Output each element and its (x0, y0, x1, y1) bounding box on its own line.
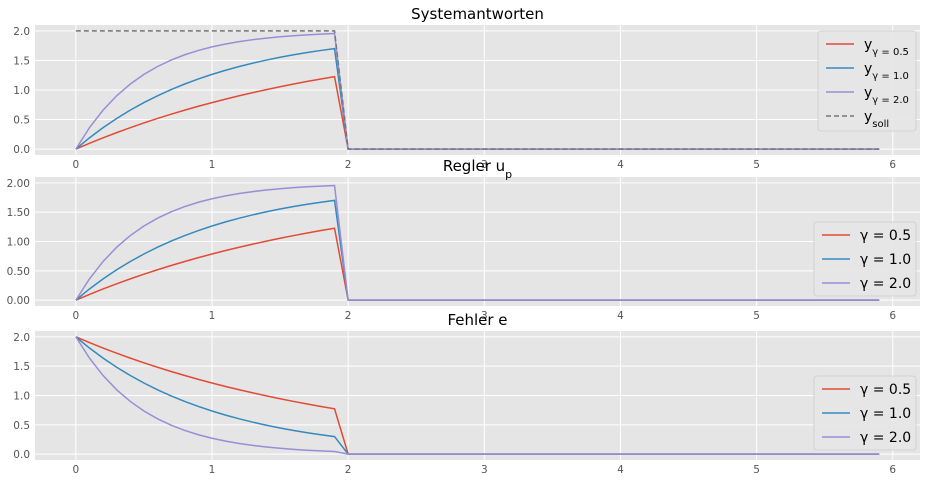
y-tick-label: 2.0 (13, 332, 30, 344)
x-tick-label: 0 (73, 464, 80, 476)
x-tick-label: 4 (617, 310, 624, 322)
y-tick-label: 0.5 (13, 420, 30, 432)
y-tick-label: 1.5 (13, 361, 30, 373)
y-tick-label: 1.5 (13, 55, 30, 67)
legend: γ = 0.5 γ = 1.0 γ = 2.0 (813, 375, 917, 451)
legend-label: γ = 0.5 (860, 382, 911, 398)
x-tick-label: 3 (481, 159, 488, 171)
x-tick-label: 5 (753, 159, 760, 171)
x-tick-label: 6 (889, 310, 896, 322)
x-tick-label: 4 (617, 464, 624, 476)
x-tick-label: 5 (753, 310, 760, 322)
y-tick-label: 2.00 (7, 178, 30, 190)
x-tick-label: 3 (481, 310, 488, 322)
y-tick-label: 1.50 (7, 207, 30, 219)
x-tick-label: 0 (73, 159, 80, 171)
y-tick-label: 2.0 (13, 26, 30, 38)
panel-1: 0 1 2 3 4 5 6 0.0 0.5 1.0 1.5 2.0 Systemantworten yγ … (13, 5, 920, 171)
x-tick-label: 4 (617, 159, 624, 171)
y-tick-label: 1.0 (13, 391, 30, 403)
y-tick-label: 0.50 (7, 266, 30, 278)
legend: γ = 0.5 γ = 1.0 γ = 2.0 (813, 221, 917, 297)
chart-title: Regler up (443, 157, 512, 181)
legend-frame (813, 375, 917, 451)
y-tick-label: 0.0 (13, 449, 30, 461)
x-tick-label: 1 (209, 310, 216, 322)
series-line-3 (75, 336, 880, 455)
legend-frame (813, 221, 917, 297)
legend-label: γ = 1.0 (860, 252, 911, 268)
x-tick-label: 2 (345, 464, 352, 476)
legend-label: γ = 1.0 (860, 406, 911, 422)
y-tick-label: 0.00 (7, 295, 30, 307)
x-tick-label: 5 (753, 464, 760, 476)
x-tick-label: 0 (73, 310, 80, 322)
panel-2: 0 1 2 3 4 5 6 0.00 0.50 1.00 1.50 2.00 Regler up γ = … (7, 157, 920, 322)
y-tick-label: 1.0 (13, 85, 30, 97)
x-tick-label: 6 (889, 159, 896, 171)
legend-label: γ = 0.5 (860, 228, 911, 244)
y-tick-label: 1.00 (7, 237, 30, 249)
legend-label: γ = 2.0 (860, 430, 911, 446)
x-tick-label: 1 (209, 159, 216, 171)
series-line-4 (75, 30, 880, 150)
legend-frame (817, 30, 917, 132)
series-line-3 (75, 184, 880, 301)
x-tick-label: 1 (209, 464, 216, 476)
x-tick-label: 2 (345, 159, 352, 171)
y-tick-label: 0.5 (13, 115, 30, 127)
x-tick-label: 3 (481, 464, 488, 476)
chart-title: Fehler e (447, 311, 507, 329)
x-tick-label: 6 (889, 464, 896, 476)
chart-title: Systemantworten (411, 5, 544, 23)
y-tick-label: 0.0 (13, 144, 30, 156)
x-tick-label: 2 (345, 310, 352, 322)
legend-label: γ = 2.0 (860, 276, 911, 292)
